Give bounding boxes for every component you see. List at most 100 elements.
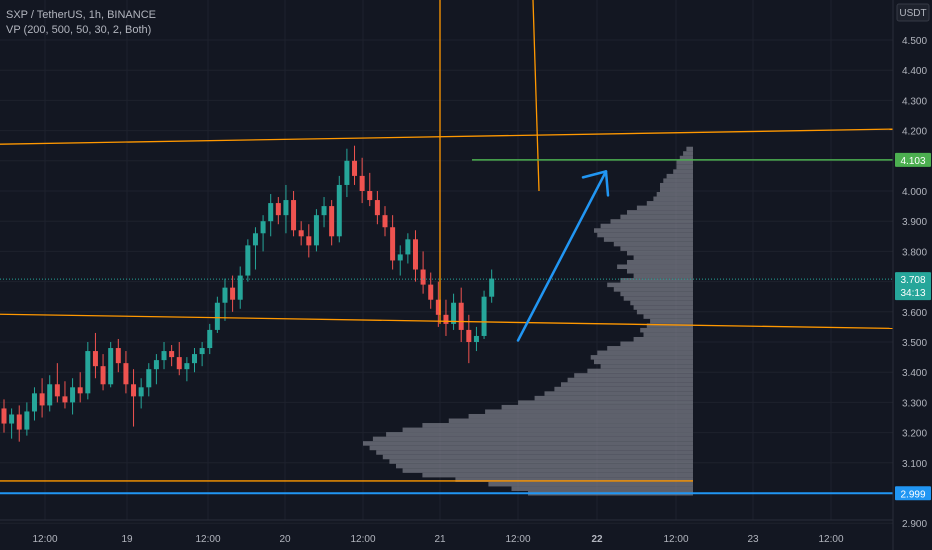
volume-profile-bar xyxy=(627,250,693,256)
candle-body xyxy=(192,354,197,364)
price-tag-last: 3.708 xyxy=(900,275,925,286)
candle-body xyxy=(390,227,396,261)
forecast-arrow xyxy=(516,170,608,342)
price-tick-label: 3.400 xyxy=(902,368,927,379)
price-tick-label: 4.400 xyxy=(902,66,927,77)
volume-profile-bar xyxy=(660,187,693,192)
candle-body xyxy=(123,363,129,385)
candle-body xyxy=(131,384,137,397)
candle-body xyxy=(115,348,121,364)
time-tick-label: 12:00 xyxy=(195,534,220,545)
candle-body xyxy=(138,387,144,397)
volume-profile-bar xyxy=(676,160,693,165)
volume-profile-bar xyxy=(650,318,693,324)
volume-profile-bar xyxy=(620,341,693,347)
volume-profile-bar xyxy=(613,287,693,292)
volume-profile-bar xyxy=(600,223,693,229)
price-tag-last-bg xyxy=(895,272,931,301)
time-axis[interactable]: 12:00 19 12:00 20 12:00 21 12:00 22 12:00 23 12:00 xyxy=(0,519,893,545)
indicator-title[interactable]: VP (200, 500, 50, 30, 2, Both) xyxy=(6,24,152,36)
price-tag-resistance-bg xyxy=(895,152,931,167)
volume-profile-bar xyxy=(673,169,693,174)
candle-body xyxy=(412,239,418,270)
candle-body xyxy=(31,393,37,412)
volume-profile-bar xyxy=(633,273,693,279)
candle-body xyxy=(176,357,182,370)
candle-body xyxy=(367,191,373,201)
candle-body xyxy=(184,363,190,370)
candle-body xyxy=(298,230,304,237)
candle-body xyxy=(321,206,327,216)
diagonal-line xyxy=(532,0,540,192)
volume-profile-bar xyxy=(617,264,693,269)
candle-body xyxy=(344,160,350,185)
time-tick-label: 12:00 xyxy=(818,534,843,545)
price-tick-label: 3.900 xyxy=(902,217,927,228)
volume-profile-bar xyxy=(372,436,693,442)
candle-body xyxy=(9,414,15,424)
volume-profile-bar xyxy=(656,192,693,197)
forecast-arrow-head xyxy=(581,170,610,197)
price-tick-label: 3.100 xyxy=(902,459,927,470)
candle-body xyxy=(100,366,106,385)
time-tick-label: 12:00 xyxy=(663,534,688,545)
volume-profile-bar xyxy=(544,391,693,396)
candle-body xyxy=(291,200,297,231)
candle-body xyxy=(313,215,319,246)
volume-profile-bar xyxy=(488,481,693,487)
candle-body xyxy=(473,335,479,342)
volume-profile-bar xyxy=(646,323,693,328)
volume-profile-bar xyxy=(623,296,693,301)
candle-body xyxy=(260,221,266,234)
volume-profile-bar xyxy=(376,450,693,455)
candles xyxy=(1,145,495,442)
volume-profile-bar xyxy=(369,445,693,451)
drawings xyxy=(0,0,894,495)
candle-body xyxy=(153,360,159,370)
time-tick-label: 22 xyxy=(591,534,603,545)
price-tag-support: 2.999 xyxy=(900,489,925,500)
volume-profile-bar xyxy=(574,373,693,378)
chart-legend: SXP / TetherUS, 1h, BINANCE VP (200, 500… xyxy=(6,8,156,38)
candle-body xyxy=(161,351,167,361)
volume-profile-bar xyxy=(686,146,693,152)
volume-profile-bar xyxy=(613,241,693,247)
candle-body xyxy=(283,200,289,216)
volume-profile-bar xyxy=(597,350,693,356)
volume-profile-bar xyxy=(455,477,693,482)
volume-profile-bar xyxy=(600,364,693,369)
candle-body xyxy=(359,175,365,191)
candle-body xyxy=(146,369,152,388)
candle-body xyxy=(169,351,175,358)
candle-body xyxy=(77,387,83,394)
volume-profile-bar xyxy=(636,309,693,315)
price-tick-label: 4.500 xyxy=(902,36,927,47)
candle-body xyxy=(397,254,403,261)
candle-body xyxy=(92,351,98,367)
volume-profile-bar xyxy=(653,196,693,202)
candle-body xyxy=(489,278,495,297)
volume-profile-bar xyxy=(630,300,693,306)
candle-body xyxy=(275,203,281,216)
candle-body xyxy=(466,329,472,342)
candle-body xyxy=(214,302,220,330)
volume-profile-bar xyxy=(554,386,693,392)
candle-body xyxy=(237,275,243,300)
volume-profile-bar xyxy=(386,432,693,437)
candle-body xyxy=(245,245,251,276)
candle-body xyxy=(481,296,487,336)
symbol-title[interactable]: SXP / TetherUS, 1h, BINANCE xyxy=(6,9,156,21)
candle-body xyxy=(405,239,411,255)
volume-profile-bar xyxy=(561,382,693,387)
currency-label: USDT xyxy=(899,8,926,19)
volume-profile-bar xyxy=(511,486,693,491)
candle-body xyxy=(306,236,312,246)
volume-profile-bar xyxy=(633,305,693,310)
volume-profile-bar xyxy=(633,336,693,342)
volume-profile-bar xyxy=(389,459,693,464)
volume-profile-bar xyxy=(590,355,693,360)
candle-body xyxy=(222,287,228,303)
candle-body xyxy=(458,302,464,330)
volume-profile-bar xyxy=(643,332,693,337)
